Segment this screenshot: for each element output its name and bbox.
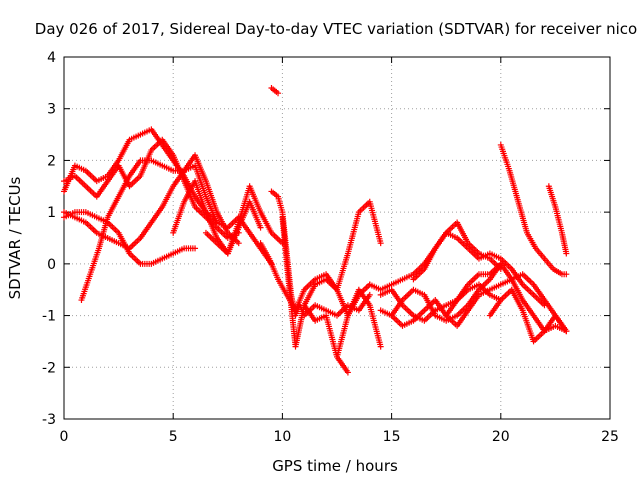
plot-frame [63,56,611,420]
data-points [61,85,570,376]
grid [64,57,610,419]
y-tick-label: -3 [42,412,56,428]
x-axis-label: GPS time / hours [272,457,398,475]
y-tick-label: 0 [47,257,56,273]
data-point [377,343,384,350]
series-arc22 [545,183,570,257]
x-tick-label: 5 [169,429,178,445]
series-arc11 [279,214,351,376]
x-tick-label: 15 [383,429,401,445]
data-point [563,328,570,335]
series-arc12 [301,198,384,309]
x-tick-label: 0 [60,429,69,445]
series-arc5 [78,152,242,304]
series-arc19 [410,219,504,283]
data-point [213,219,220,226]
y-tick-label: 4 [47,50,56,66]
y-axis-label: SDTVAR / TECUs [6,176,24,299]
x-tick-label: 25 [601,429,619,445]
y-tick-label: -1 [42,309,56,325]
y-tick-label: -2 [42,360,56,376]
series-arc20 [497,141,570,278]
data-point [235,240,242,247]
series-arc8 [268,85,282,97]
x-tick-label: 10 [273,429,291,445]
series-arc13 [334,286,384,360]
series-arc21 [486,286,570,345]
series-arc2 [61,209,199,267]
axis-ticks: 0 5 10 15 20 25 -3 -2 -1 0 1 2 3 4 [42,50,619,445]
y-tick-label: 3 [47,102,56,118]
y-tick-label: 1 [47,205,56,221]
series-arc7 [202,183,286,257]
data-point [344,369,351,376]
data-point [192,245,199,252]
chart-title: Day 026 of 2017, Sidereal Day-to-day VTE… [35,20,637,38]
data-point [366,291,373,298]
data-point [563,271,570,278]
x-tick-label: 20 [492,429,510,445]
data-point [257,224,264,231]
data-point [497,266,504,273]
y-tick-label: 2 [47,153,56,169]
data-point [275,90,282,97]
data-point [563,250,570,257]
data-point [377,240,384,247]
